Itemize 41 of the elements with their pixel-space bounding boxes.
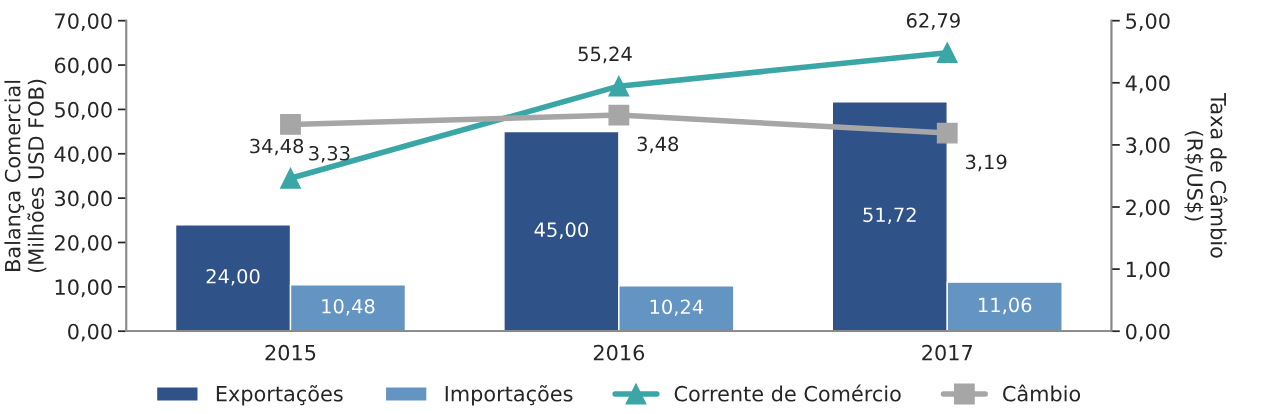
y-tick-label: 0,00: [68, 323, 112, 342]
y2-tick-label: 4,00: [1125, 75, 1170, 94]
x-tick-label: 2017: [922, 344, 972, 361]
data-label: 24,00: [206, 268, 260, 286]
point: [280, 113, 301, 135]
data-label: 51,72: [863, 207, 916, 225]
data-label: 3,48: [637, 136, 679, 154]
y-axis-title: Balança Comercial (Milhões USD FOB): [4, 79, 47, 273]
data-label: 10,48: [322, 298, 375, 316]
y2-tick-label: 5,00: [1126, 13, 1170, 32]
data-label: 34,48: [250, 138, 304, 156]
legend-label: Exportações: [216, 385, 343, 406]
y-tick-label: 70,00: [55, 13, 112, 32]
legend-label: Corrente de Comércio: [674, 384, 901, 402]
data-label: 45,00: [534, 222, 588, 240]
y-tick-label: 60,00: [54, 57, 112, 76]
data-label: 10,24: [650, 299, 704, 317]
data-label: 3,33: [309, 145, 350, 163]
y-tick-label: 40,00: [54, 146, 112, 165]
point: [936, 122, 958, 144]
data-label: 55,24: [578, 46, 632, 64]
legend-label: Câmbio: [1003, 384, 1081, 402]
y-tick-label: 30,00: [55, 190, 112, 209]
y2-tick-label: 3,00: [1126, 137, 1170, 156]
point: [936, 42, 958, 64]
y2-tick-label: 0,00: [1126, 323, 1170, 342]
x-tick-label: 2015: [265, 344, 316, 361]
y2-tick-label: 2,00: [1126, 199, 1170, 218]
y-tick-label: 20,00: [54, 234, 112, 253]
data-label: 62,79: [906, 13, 960, 30]
x-tick-label: 2016: [593, 344, 645, 361]
data-label: 11,06: [979, 297, 1032, 315]
point: [280, 167, 301, 189]
point: [608, 75, 630, 97]
y2-tick-label: 1,00: [1126, 261, 1170, 280]
legend-label: Importações: [445, 385, 573, 406]
y-tick-label: 10,00: [55, 279, 112, 298]
data-label: 3,19: [965, 154, 1007, 172]
y2-axis-title: Taxa de Câmbio (R$/US$): [1184, 92, 1228, 258]
y-tick-label: 50,00: [55, 101, 112, 120]
point: [608, 104, 630, 126]
